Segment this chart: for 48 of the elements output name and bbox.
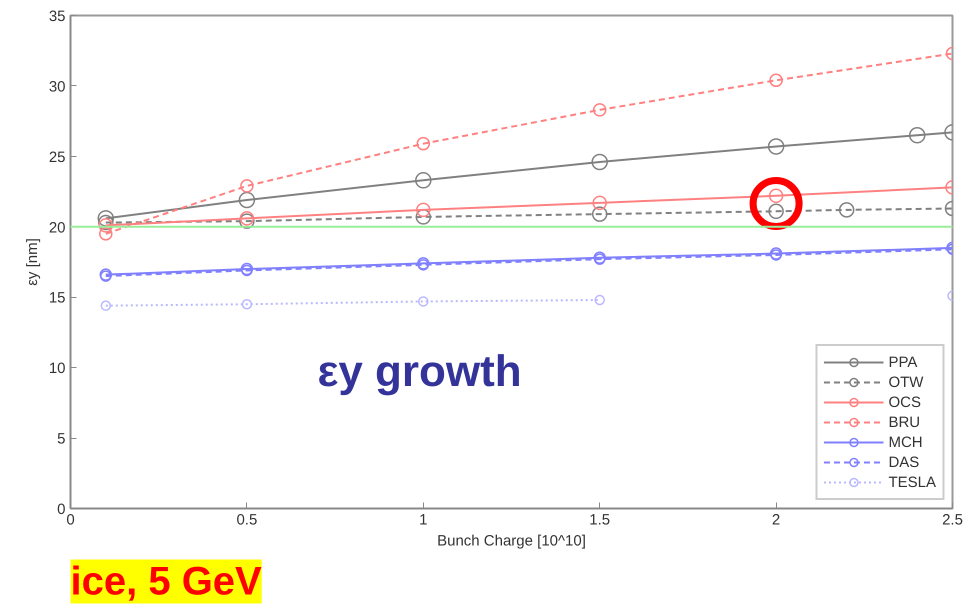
legend-label: OCS [888, 393, 921, 411]
point [415, 172, 432, 189]
point [238, 192, 256, 208]
point [592, 196, 607, 210]
x-tick-label: 1 [419, 512, 428, 528]
point [592, 103, 606, 117]
point [416, 202, 431, 218]
legend-label: OTW [888, 373, 924, 391]
x-tick-label: 2.5 [942, 512, 963, 528]
y-tick-label: 5 [57, 430, 66, 448]
point [99, 227, 113, 241]
y-tick-label: 30 [48, 78, 66, 96]
text: ice, 5 GeV [70, 560, 262, 604]
legend-label: DAS [888, 453, 920, 471]
point [591, 154, 608, 170]
point [769, 74, 783, 88]
x-tick-label: 0.5 [236, 512, 258, 528]
point [242, 299, 252, 310]
point [240, 211, 254, 226]
point [418, 296, 429, 307]
point [239, 213, 255, 229]
legend-label: BRU [888, 413, 920, 431]
y-axis-title: εy [nm] [24, 238, 41, 286]
x-tick-label: 2 [772, 512, 780, 528]
point [100, 300, 112, 311]
y-tick-label: 20 [48, 219, 66, 236]
legend-label: PPA [888, 353, 918, 371]
point [768, 138, 784, 155]
x-tick-label: 1.5 [589, 512, 610, 528]
point [98, 218, 114, 233]
point [594, 294, 605, 306]
point [416, 209, 432, 225]
legend-label: TESLA [888, 473, 936, 491]
point [908, 126, 926, 144]
y-tick-label: 0 [57, 501, 66, 518]
point [838, 202, 854, 218]
point [416, 136, 430, 150]
y-tick-label: 10 [48, 360, 66, 378]
y-tick-label: 35 [48, 8, 66, 25]
x-axis-title: Bunch Charge [10^10] [437, 532, 586, 550]
y-tick-label: 25 [48, 148, 66, 166]
point [98, 210, 114, 227]
y-tick-label: 15 [48, 290, 66, 307]
legend-label: MCH [888, 433, 923, 451]
point [240, 179, 254, 193]
point [592, 206, 608, 222]
annotation: εy growth [317, 346, 522, 396]
point [98, 214, 114, 230]
